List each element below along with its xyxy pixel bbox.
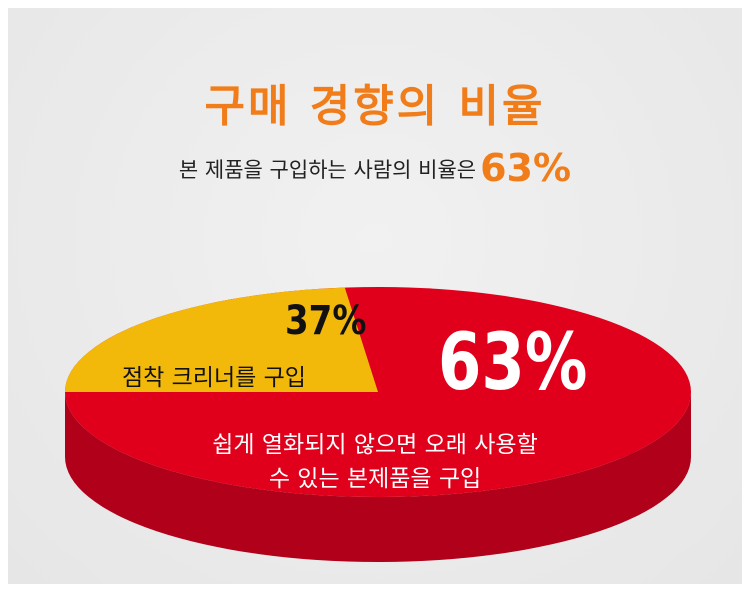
slice-main-label: 쉽게 열화되지 않으면 오래 사용할 수 있는 본제품을 구입 bbox=[0, 428, 750, 496]
page-title: 구매 경향의 비율 bbox=[204, 81, 546, 132]
subtitle-highlight: 63% bbox=[480, 146, 572, 190]
subtitle: 본 제품을 구입하는 사람의 비율은 63% bbox=[0, 146, 750, 190]
subtitle-text: 본 제품을 구입하는 사람의 비율은 bbox=[178, 158, 477, 182]
slice-main-label-line2: 수 있는 본제품을 구입 bbox=[268, 466, 482, 492]
slice-main-label-line1: 쉽게 열화되지 않으면 오래 사용할 bbox=[212, 432, 538, 458]
slice-other-value: 37% bbox=[285, 298, 367, 344]
slice-main-value: 63% bbox=[438, 318, 588, 408]
pie-side-main bbox=[65, 392, 691, 562]
pie-slice-other bbox=[65, 287, 378, 392]
slice-other-label: 점착 크리너를 구입 bbox=[122, 365, 306, 391]
